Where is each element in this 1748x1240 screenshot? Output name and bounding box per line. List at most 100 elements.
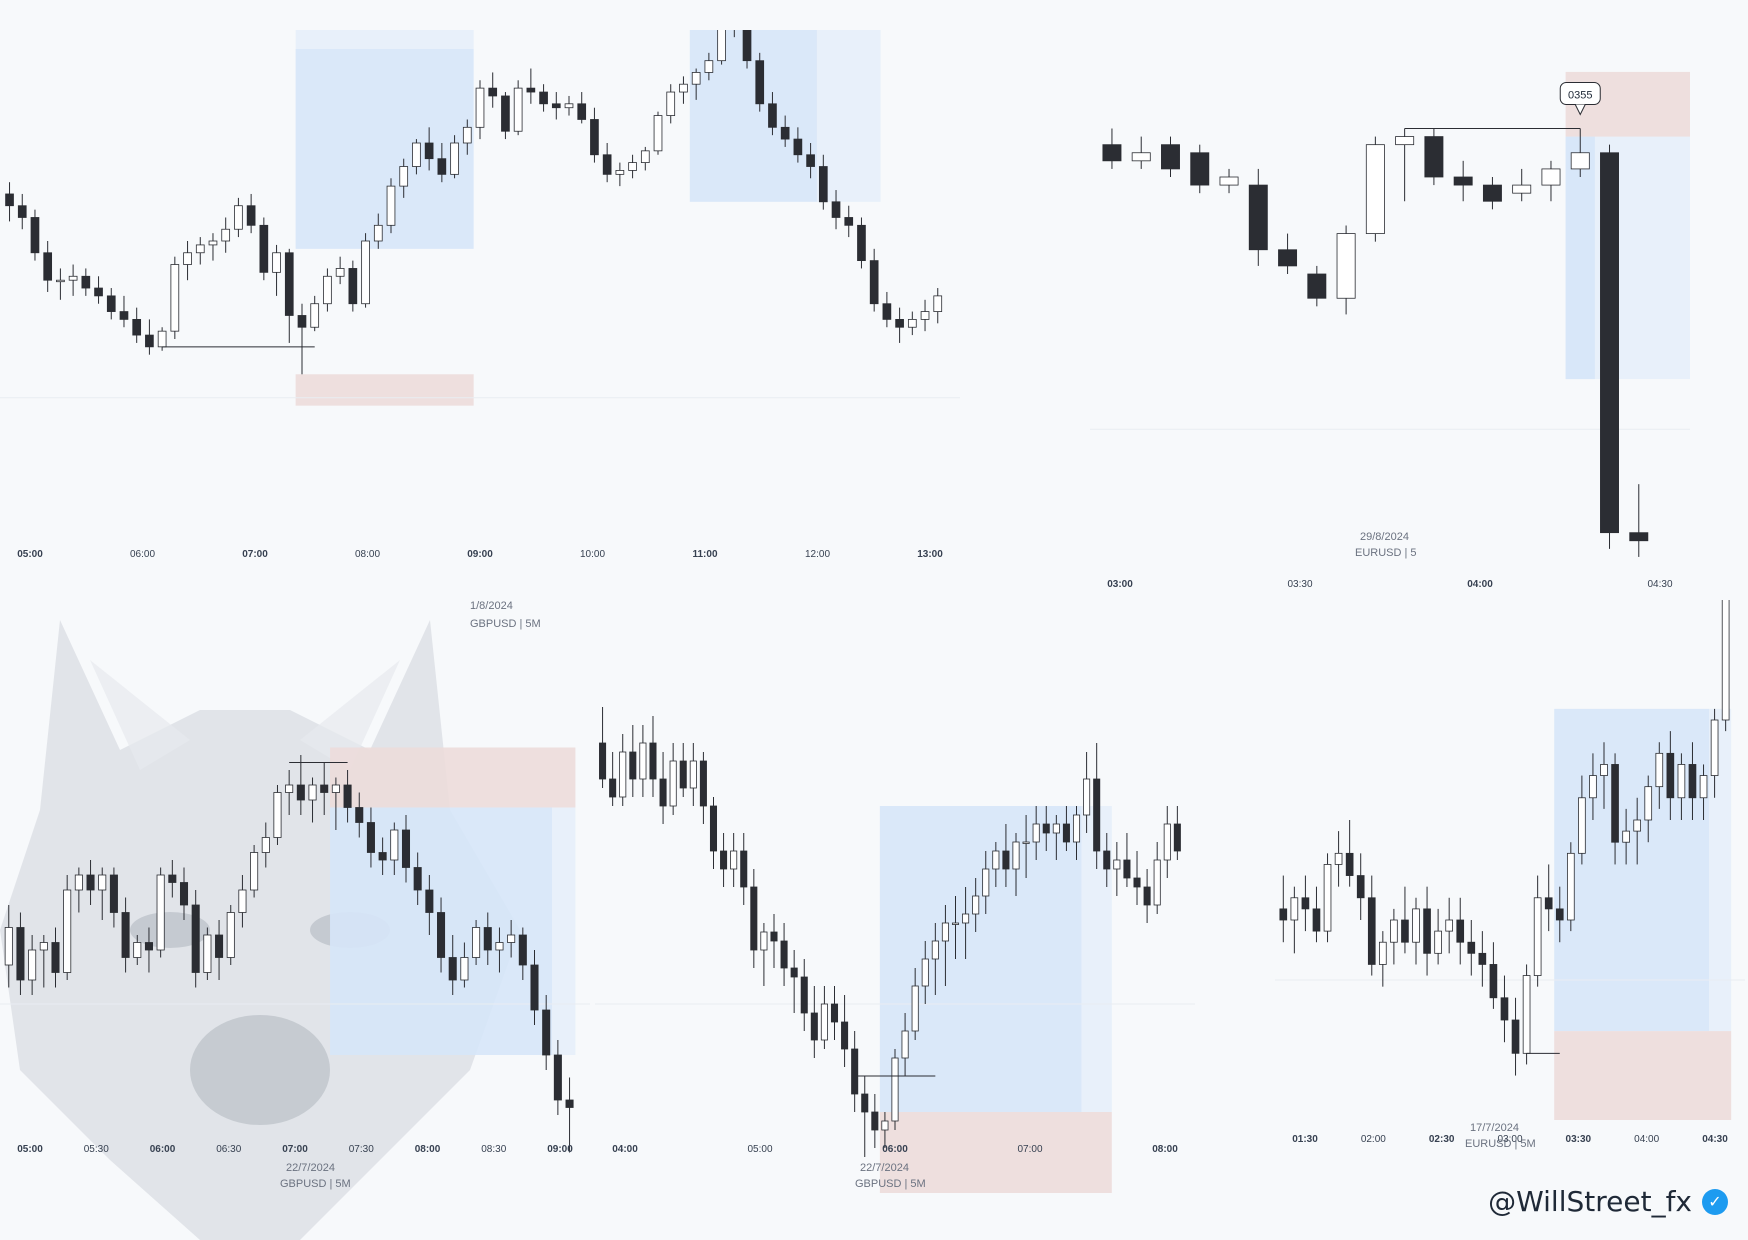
bullish-candle <box>373 224 383 242</box>
bullish-candle <box>615 170 625 175</box>
bullish-candle <box>891 1057 899 1122</box>
bullish-candle <box>399 166 409 187</box>
bearish-candle <box>17 205 27 218</box>
bearish-candle <box>43 252 53 281</box>
x-tick-label: 08:00 <box>1152 1144 1178 1155</box>
bullish-candle <box>653 115 663 152</box>
bearish-candle <box>1062 823 1070 843</box>
bearish-candle <box>215 934 224 958</box>
target-zone <box>879 806 1082 1112</box>
author-handle: @WillStreet_fx <box>1488 1185 1692 1218</box>
bearish-candle <box>1161 144 1180 170</box>
bullish-candle <box>1566 852 1575 921</box>
bullish-candle <box>56 279 65 283</box>
bullish-candle <box>730 850 738 870</box>
bullish-candle <box>1083 778 1091 816</box>
bullish-candle <box>1622 830 1630 843</box>
bearish-candle <box>1367 897 1376 965</box>
bearish-candle <box>599 742 607 780</box>
bearish-candle <box>780 126 790 140</box>
x-tick-label: 11:00 <box>692 549 717 560</box>
bearish-candle <box>539 91 548 105</box>
bearish-candle <box>542 1009 551 1056</box>
bullish-candle <box>1512 184 1532 194</box>
verified-check-icon: ✓ <box>1702 1188 1728 1215</box>
x-tick-label: 08:00 <box>415 1144 441 1155</box>
bearish-candle <box>841 1021 849 1050</box>
bullish-candle <box>310 303 320 328</box>
target-zone <box>1565 136 1595 380</box>
bearish-candle <box>553 1054 562 1101</box>
bearish-candle <box>106 295 116 312</box>
x-tick-label: 04:00 <box>1467 579 1493 590</box>
bullish-candle <box>1153 859 1161 906</box>
bearish-candle <box>1102 144 1122 162</box>
bearish-candle <box>770 931 778 942</box>
bearish-candle <box>109 874 118 913</box>
bearish-candle <box>424 142 434 160</box>
bearish-candle <box>806 154 815 167</box>
bearish-candle <box>831 201 841 218</box>
x-tick-label: 12:00 <box>805 549 830 560</box>
bearish-candle <box>51 942 60 973</box>
bearish-candle <box>750 886 758 951</box>
bearish-candle <box>320 784 329 793</box>
bullish-candle <box>717 30 726 62</box>
bullish-candle <box>1113 859 1121 870</box>
x-tick-label: 04:00 <box>612 1144 638 1155</box>
bearish-candle <box>1143 886 1151 906</box>
bearish-candle <box>483 927 492 951</box>
bullish-candle <box>68 275 78 281</box>
x-tick-label: 03:30 <box>1287 579 1312 590</box>
bullish-candle <box>669 760 677 807</box>
bullish-candle <box>495 942 504 951</box>
bullish-candle <box>1412 908 1420 943</box>
bearish-candle <box>1688 764 1697 799</box>
chart-gbpusd-22-7-2024-b: 04:00 05:00 06:00 07:00 08:00 22/7/2024 GBPU… <box>595 660 1195 1220</box>
bullish-candle <box>1644 786 1653 821</box>
bearish-candle <box>1478 952 1487 965</box>
x-tick-label: 06:00 <box>130 549 155 560</box>
bullish-candle <box>261 837 270 853</box>
bullish-candle <box>1445 919 1454 932</box>
bullish-candle <box>760 931 768 951</box>
author-watermark: @WillStreet_fx ✓ <box>1488 1185 1728 1218</box>
bearish-candle <box>1423 908 1431 954</box>
bullish-candle <box>39 942 48 951</box>
bearish-candle <box>145 334 154 348</box>
bullish-candle <box>666 91 676 116</box>
stop-zone <box>330 747 576 808</box>
bearish-candle <box>851 1048 859 1095</box>
bearish-candle <box>30 217 40 254</box>
target_light-zone <box>552 807 576 1055</box>
chart-symbol-label: GBPUSD | 5M <box>855 1178 926 1190</box>
callout-pointer <box>1574 104 1586 116</box>
bearish-candle <box>378 852 387 861</box>
bearish-candle <box>720 850 728 870</box>
bearish-candle <box>882 303 892 320</box>
x-tick-label: 03:00 <box>1497 1134 1522 1145</box>
bearish-candle <box>1190 152 1210 186</box>
bearish-candle <box>699 760 707 807</box>
bullish-candle <box>619 751 627 798</box>
bullish-candle <box>195 244 205 254</box>
x-tick-label: 02:00 <box>1361 1134 1386 1145</box>
x-tick-label: 06:00 <box>882 1144 908 1155</box>
bullish-candle <box>226 912 235 958</box>
x-tick-label: 07:00 <box>282 1144 308 1155</box>
bearish-candle <box>526 87 536 93</box>
bullish-candle <box>183 252 192 265</box>
bearish-candle <box>1248 184 1268 251</box>
target-zone <box>1554 708 1710 1032</box>
candlestick-chart: 01:30 02:00 02:30 03:00 03:30 04:00 04:30 <box>1275 600 1745 1145</box>
bearish-candle <box>1103 850 1111 870</box>
bearish-candle <box>742 30 752 62</box>
bearish-candle <box>793 138 803 156</box>
bearish-candle <box>518 934 527 966</box>
bearish-candle <box>895 318 904 328</box>
bearish-candle <box>740 850 748 888</box>
x-tick-label: 04:30 <box>1647 579 1672 590</box>
bullish-candle <box>1365 144 1385 234</box>
bearish-candle <box>1482 184 1502 202</box>
bullish-candle <box>462 126 472 144</box>
